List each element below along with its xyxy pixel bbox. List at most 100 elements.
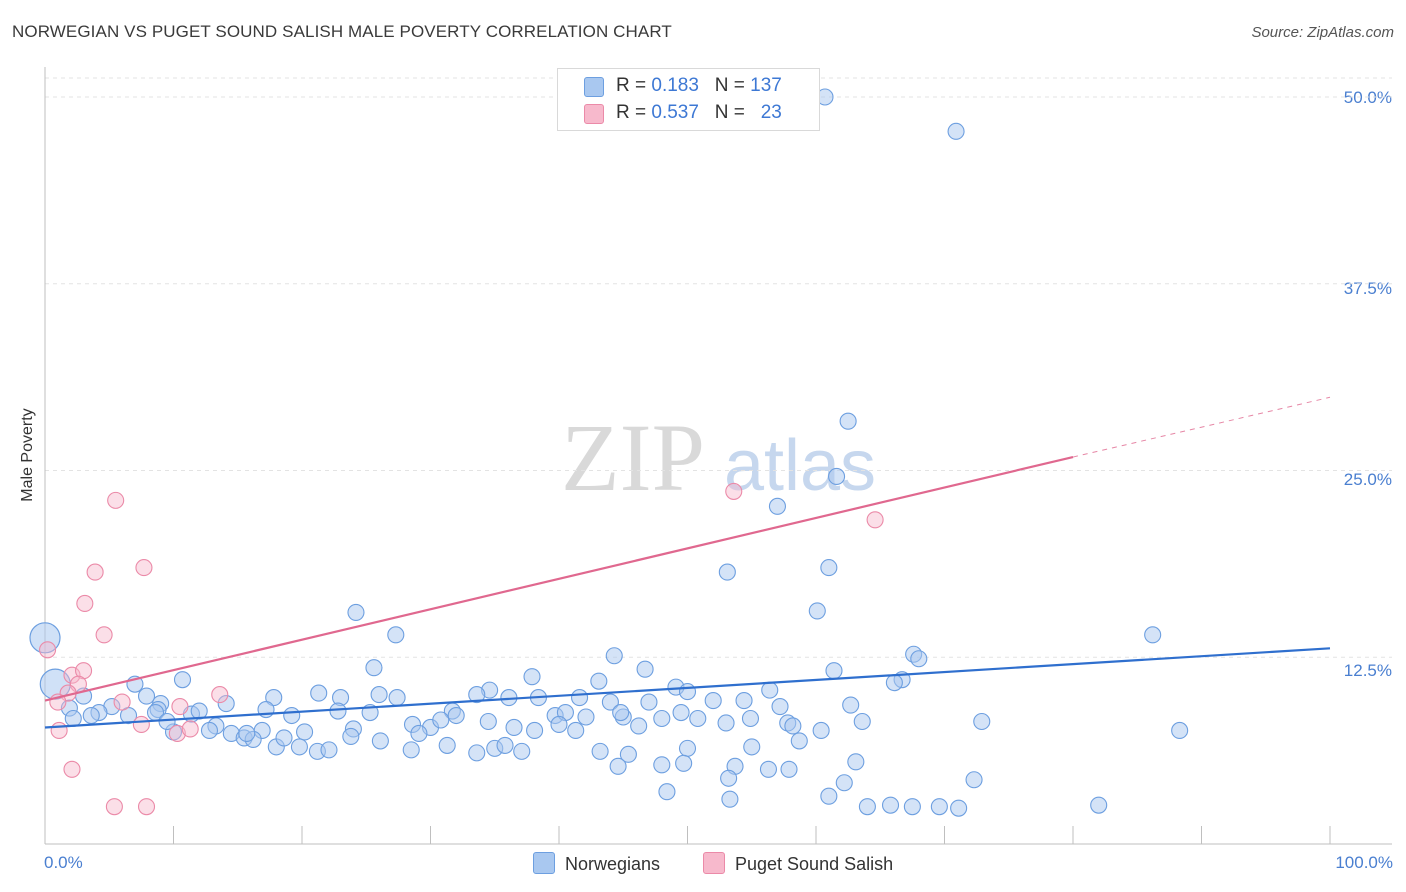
y-tick-label-12-5: 12.5% — [1343, 661, 1392, 680]
norwegians-point — [523, 668, 541, 686]
norwegians-point — [283, 706, 301, 725]
norwegians-point — [601, 693, 619, 711]
norwegians-point — [137, 687, 156, 705]
puget-sound-salish-point — [181, 720, 199, 738]
puget-sound-salish-point — [135, 559, 153, 577]
norwegians-point — [881, 796, 900, 814]
norwegians-point — [630, 717, 648, 735]
norwegians-point — [704, 692, 722, 710]
norwegians-point — [496, 736, 514, 754]
norwegians-point — [387, 626, 405, 644]
norwegians-point — [828, 467, 846, 486]
bottom-legend-swatch-pink — [703, 852, 725, 874]
puget-sound-salish-point — [211, 686, 229, 704]
y-tick-label-37-5: 37.5% — [1343, 279, 1392, 298]
legend-r-value: 0.183 — [651, 75, 699, 96]
puget-sound-salish-point — [105, 798, 123, 816]
norwegians-point — [173, 671, 192, 689]
norwegians-point — [759, 760, 778, 778]
norwegians-point — [402, 741, 420, 759]
legend-n-value: 137 — [750, 75, 782, 96]
norwegians-point — [265, 689, 283, 707]
norwegians-point — [605, 647, 623, 665]
norwegians-point — [577, 708, 595, 726]
norwegians-point — [847, 753, 865, 771]
norwegians-point — [82, 706, 100, 725]
norwegians-point — [550, 715, 568, 734]
norwegians-point — [721, 790, 739, 808]
puget-sound-salish-point — [86, 563, 104, 581]
legend-n-value: 23 — [760, 102, 782, 123]
norwegians-point — [612, 703, 630, 722]
chart-title: NORWEGIAN VS PUGET SOUND SALISH MALE POV… — [12, 22, 672, 41]
norwegians-point — [784, 717, 802, 735]
norwegians-point — [619, 745, 637, 763]
puget-sound-salish-point — [725, 482, 743, 500]
norwegians-point — [290, 738, 308, 756]
norwegians-point — [950, 799, 968, 817]
puget-sound-salish-point — [132, 715, 150, 734]
source-label: Source: ZipAtlas.com — [1251, 24, 1394, 41]
puget-sound-salish-point — [50, 721, 68, 740]
legend-n-label: N = — [714, 102, 745, 123]
norwegians-point — [768, 497, 787, 515]
puget-sound-salish-trend-line — [44, 455, 1074, 702]
norwegians-point — [296, 723, 314, 741]
norwegians-point — [447, 706, 465, 725]
norwegians-point — [761, 681, 779, 699]
legend-r-value: 0.537 — [651, 102, 699, 123]
norwegians-point — [567, 721, 585, 740]
norwegians-point — [735, 692, 753, 710]
norwegians-point — [200, 721, 219, 740]
norwegians-point — [238, 724, 256, 742]
norwegians-point — [947, 122, 965, 140]
norwegians-point — [812, 721, 830, 740]
norwegians-point — [842, 696, 860, 714]
norwegians-point — [468, 686, 486, 704]
norwegians-point — [590, 672, 608, 690]
norwegians-point — [808, 602, 826, 620]
puget-sound-salish-point — [107, 491, 125, 509]
norwegians-point — [410, 724, 428, 742]
norwegians-point — [320, 741, 338, 759]
bottom-legend-puget-sound-salish: Puget Sound Salish — [703, 852, 893, 875]
norwegians-point — [853, 712, 871, 731]
norwegians-point — [743, 738, 761, 756]
legend-n-label: N = — [714, 75, 745, 96]
norwegians-point — [825, 662, 843, 680]
x-tick-label-max: 100.0% — [1335, 853, 1393, 872]
norwegians-point — [275, 729, 293, 747]
norwegians-point — [217, 695, 235, 713]
bottom-legend-norwegians: Norwegians — [533, 852, 660, 875]
puget-sound-salish-point — [866, 511, 884, 529]
norwegians-point — [310, 684, 328, 702]
norwegians-point — [780, 760, 798, 778]
norwegians-point — [903, 798, 921, 816]
norwegians-point — [432, 711, 450, 729]
norwegians-point — [513, 742, 531, 760]
norwegians-point — [347, 603, 365, 621]
trend-layer — [44, 396, 1331, 729]
norwegians-point — [717, 714, 735, 732]
norwegians-point — [741, 709, 760, 728]
norwegians-point — [771, 698, 789, 716]
grid-layer — [45, 77, 1392, 658]
norwegians-point — [658, 783, 676, 801]
norwegians-point — [720, 769, 738, 787]
legend-r-label: R = — [616, 75, 647, 96]
norwegians-point — [910, 650, 928, 668]
norwegians-point — [689, 709, 707, 728]
bottom-legend-label: Puget Sound Salish — [735, 854, 894, 874]
legend-swatch-blue — [584, 77, 604, 97]
norwegians-point — [640, 693, 658, 711]
norwegians-point — [609, 757, 627, 775]
puget-sound-salish-point — [137, 798, 156, 816]
norwegians-point — [678, 683, 697, 701]
norwegians-point — [1090, 796, 1108, 814]
norwegians-point — [675, 754, 693, 772]
norwegians-trend-line — [44, 647, 1331, 729]
norwegians-point — [678, 739, 697, 757]
legend-swatch-pink — [584, 104, 604, 124]
puget-sound-salish-point — [63, 760, 81, 778]
